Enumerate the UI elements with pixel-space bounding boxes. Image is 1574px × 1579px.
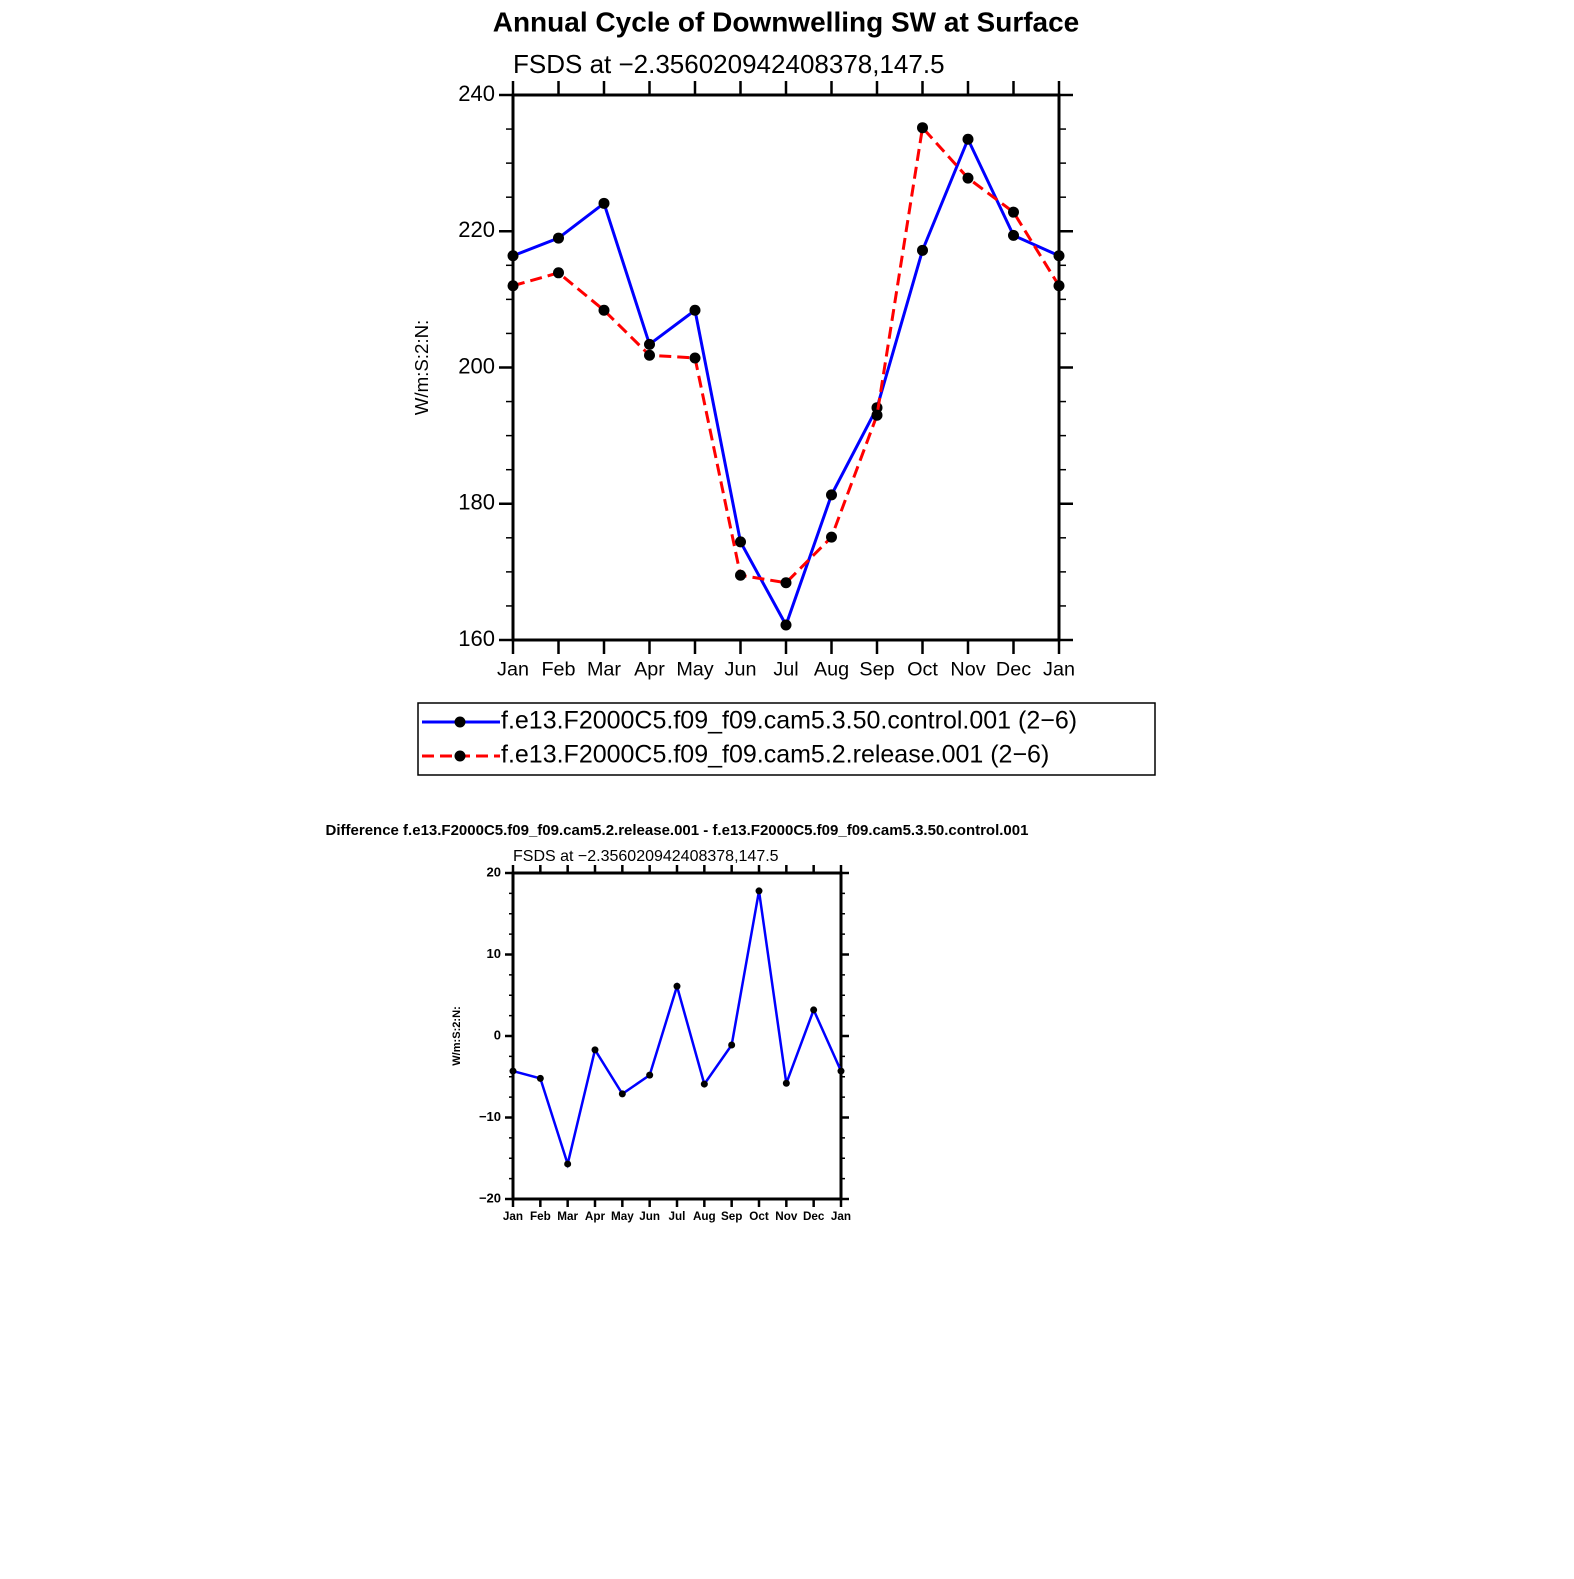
y-tick-label: 220 xyxy=(458,217,495,242)
x-tick-label: Oct xyxy=(907,659,938,681)
data-point xyxy=(735,569,746,581)
legend-box xyxy=(417,702,1156,776)
x-tick-label: Dec xyxy=(996,659,1031,681)
chart-subtitle: FSDS at −2.356020942408378,147.5 xyxy=(513,848,779,865)
y-tick-label: −10 xyxy=(479,1109,501,1124)
data-point xyxy=(962,133,974,145)
data-point xyxy=(782,1079,790,1087)
data-point xyxy=(871,409,883,421)
y-tick-label: 240 xyxy=(458,81,495,106)
data-point xyxy=(810,1006,818,1014)
x-tick-label: May xyxy=(676,659,713,681)
data-point xyxy=(618,1090,626,1098)
y-tick-label: 0 xyxy=(494,1027,501,1042)
legend-marker xyxy=(454,750,466,762)
x-tick-label: Dec xyxy=(803,1210,825,1223)
data-point xyxy=(1053,250,1065,262)
x-tick-label: Feb xyxy=(530,1210,551,1223)
data-point xyxy=(598,304,610,316)
data-point xyxy=(646,1071,654,1079)
x-tick-label: Jan xyxy=(503,1210,523,1223)
x-tick-label: Jul xyxy=(669,1210,686,1223)
y-axis-label: W/m:S:2:N: xyxy=(451,1006,463,1066)
chart-subtitle: FSDS at −2.356020942408378,147.5 xyxy=(513,49,945,79)
x-tick-label: Aug xyxy=(693,1210,716,1223)
y-tick-label: 180 xyxy=(458,490,495,515)
y-axis-label: W/m:S:2:N: xyxy=(411,320,432,416)
x-tick-label: Mar xyxy=(557,1210,578,1223)
x-tick-label: Jan xyxy=(831,1210,851,1223)
data-point xyxy=(689,304,701,316)
x-tick-label: Jun xyxy=(725,659,757,681)
x-tick-label: Jun xyxy=(639,1210,660,1223)
data-point xyxy=(837,1067,845,1075)
data-point xyxy=(689,352,701,364)
data-point xyxy=(728,1041,736,1049)
series-line xyxy=(512,124,1061,585)
y-tick-label: −20 xyxy=(479,1190,501,1205)
data-point xyxy=(673,982,681,990)
data-point xyxy=(644,349,655,361)
x-tick-label: Aug xyxy=(814,659,849,681)
x-tick-label: Feb xyxy=(541,659,575,681)
data-point xyxy=(962,172,974,184)
x-tick-label: Sep xyxy=(721,1210,742,1223)
legend-marker xyxy=(454,716,466,728)
data-point xyxy=(553,267,564,279)
y-tick-label: 160 xyxy=(458,626,495,651)
x-tick-label: Oct xyxy=(749,1210,769,1223)
x-tick-label: Jul xyxy=(773,659,798,681)
data-point xyxy=(1053,280,1065,292)
series-line xyxy=(512,890,843,1169)
data-point xyxy=(553,232,564,244)
x-tick-label: Sep xyxy=(859,659,894,681)
data-point xyxy=(826,489,837,501)
x-tick-label: Nov xyxy=(775,1210,798,1223)
y-tick-label: 20 xyxy=(487,864,501,879)
data-point xyxy=(826,531,837,543)
x-tick-label: Mar xyxy=(587,659,621,681)
data-point xyxy=(598,197,610,209)
y-tick-label: 10 xyxy=(487,946,501,961)
chart-title: Annual Cycle of Downwelling SW at Surfac… xyxy=(493,6,1080,37)
data-point xyxy=(509,1067,517,1075)
legend-label: f.e13.F2000C5.f09_f09.cam5.2.release.001… xyxy=(501,741,1049,769)
x-tick-label: Apr xyxy=(634,659,665,681)
x-tick-label: Jan xyxy=(1043,659,1075,681)
data-point xyxy=(564,1160,572,1168)
data-point xyxy=(700,1080,708,1088)
series-line xyxy=(512,135,1060,629)
data-point xyxy=(507,280,519,292)
data-point xyxy=(591,1046,599,1054)
data-point xyxy=(917,122,928,134)
data-point xyxy=(644,338,655,350)
data-point xyxy=(735,536,746,548)
plot-frame xyxy=(511,93,1061,642)
data-point xyxy=(917,244,928,256)
x-tick-label: Apr xyxy=(585,1210,606,1223)
y-tick-label: 200 xyxy=(458,353,495,378)
x-tick-label: May xyxy=(611,1210,634,1223)
data-point xyxy=(507,250,519,262)
legend-label: f.e13.F2000C5.f09_f09.cam5.3.50.control.… xyxy=(501,707,1077,735)
data-point xyxy=(1008,229,1019,241)
data-point xyxy=(780,619,792,631)
data-point xyxy=(1008,206,1019,218)
chart-title: Difference f.e13.F2000C5.f09_f09.cam5.2.… xyxy=(326,822,1029,839)
data-point xyxy=(536,1074,544,1082)
x-tick-label: Jan xyxy=(497,659,529,681)
x-tick-label: Nov xyxy=(950,659,985,681)
data-point xyxy=(780,577,792,589)
data-point xyxy=(755,887,763,895)
